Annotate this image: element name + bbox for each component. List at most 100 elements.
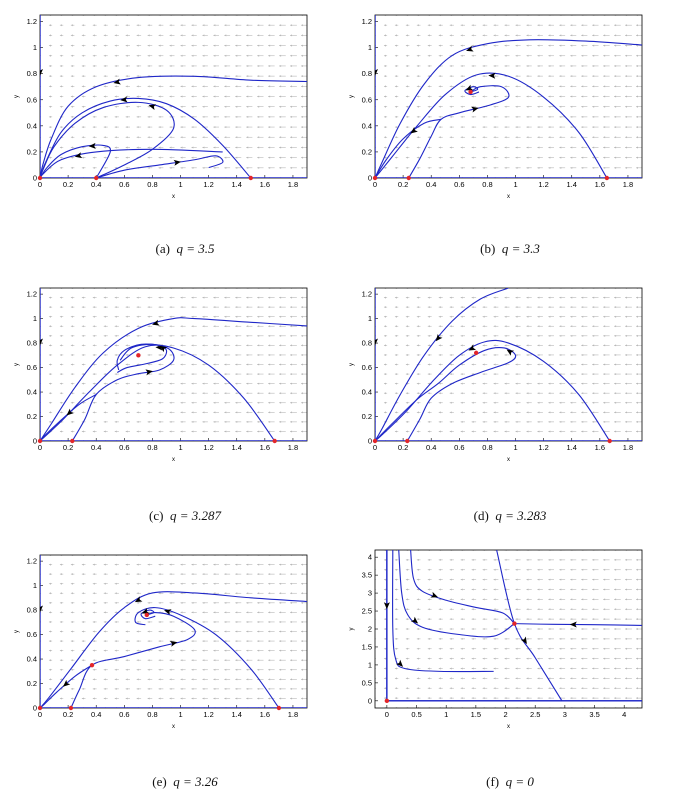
field-arrowhead: [493, 667, 496, 670]
field-arrowhead: [592, 95, 595, 98]
field-arrowhead: [158, 373, 161, 376]
y-axis-label: y: [349, 363, 355, 366]
field-arrowhead: [114, 95, 117, 98]
field-arrowhead: [394, 34, 397, 37]
field-arrowhead: [482, 667, 485, 670]
field-arrowhead: [625, 315, 628, 318]
field-arrowhead: [246, 95, 249, 98]
field-arrowhead: [416, 105, 419, 108]
x-tick-label: 1.6: [595, 180, 605, 189]
field-arrowhead: [103, 64, 106, 67]
field-arrowhead: [394, 296, 397, 299]
field-arrowhead: [427, 353, 430, 356]
field-arrowhead: [493, 420, 496, 423]
field-arrowhead: [471, 667, 474, 670]
field-arrowhead: [268, 325, 271, 328]
field-arrowhead: [191, 382, 194, 385]
field-arrowhead: [224, 630, 227, 633]
field-arrowhead: [147, 640, 150, 643]
field-arrowhead: [246, 392, 249, 395]
field-arrowhead: [180, 363, 183, 366]
field-arrowhead: [405, 146, 408, 149]
field-arrowhead: [48, 659, 51, 662]
field-arrowhead: [59, 325, 62, 328]
field-arrowhead: [114, 315, 117, 318]
y-tick-label: 0.4: [362, 121, 372, 130]
field-arrowhead: [268, 54, 271, 57]
field-arrowhead: [279, 630, 282, 633]
field-arrowhead: [526, 353, 529, 356]
y-tick-label: 0.8: [27, 606, 37, 615]
field-arrowhead: [136, 325, 139, 328]
field-arrowhead: [493, 296, 496, 299]
field-arrowhead: [235, 325, 238, 328]
field-arrowhead: [235, 649, 238, 652]
field-arrowhead: [614, 54, 617, 57]
field-arrowhead: [114, 353, 117, 356]
field-arrowhead: [449, 44, 452, 47]
field-arrowhead: [114, 620, 117, 623]
y-axis-flow-arrowhead: [40, 605, 43, 613]
field-arrowhead: [59, 75, 62, 78]
field-arrowhead: [581, 44, 584, 47]
field-arrowhead: [504, 608, 507, 611]
vector-field: [375, 15, 642, 178]
field-arrowhead: [603, 334, 606, 337]
trajectory-traj2: [40, 97, 252, 178]
field-arrowhead: [581, 401, 584, 404]
field-arrowhead: [246, 573, 249, 576]
field-arrowhead: [158, 306, 161, 309]
field-arrowhead: [213, 697, 216, 700]
field-arrowhead: [290, 24, 293, 27]
field-arrowhead: [471, 637, 474, 640]
field-arrowhead: [394, 44, 397, 47]
field-arrowhead: [81, 640, 84, 643]
field-arrowhead: [383, 411, 386, 414]
field-arrowhead: [246, 611, 249, 614]
field-arrowhead: [158, 630, 161, 633]
field-arrowhead: [158, 411, 161, 414]
field-arrowhead: [70, 392, 73, 395]
field-arrowhead: [614, 85, 617, 88]
field-arrowhead: [526, 136, 529, 139]
field-arrowhead: [136, 44, 139, 47]
field-arrowhead: [482, 156, 485, 159]
field-arrowhead: [537, 411, 540, 414]
field-arrowhead: [169, 592, 172, 595]
field-arrowhead: [257, 34, 260, 37]
trajectory-traj2: [375, 72, 608, 178]
y-tick-label: 1.2: [362, 17, 372, 26]
field-arrowhead: [548, 411, 551, 414]
field-arrowhead: [48, 75, 51, 78]
field-arrowhead: [125, 620, 128, 623]
field-arrowhead: [493, 677, 496, 680]
field-arrowhead: [493, 373, 496, 376]
field-arrowhead: [169, 430, 172, 433]
field-arrowhead: [493, 392, 496, 395]
field-arrowhead: [235, 126, 238, 129]
field-arrowhead: [202, 697, 205, 700]
field-arrowhead: [257, 325, 260, 328]
field-arrowhead: [301, 640, 303, 643]
field-arrowhead: [235, 156, 238, 159]
field-arrowhead: [548, 401, 551, 404]
field-arrowhead: [427, 315, 430, 318]
field-arrowhead: [136, 296, 139, 299]
field-arrowhead: [559, 344, 562, 347]
field-arrowhead: [257, 136, 260, 139]
field-arrowhead: [493, 306, 496, 309]
field-arrowhead: [268, 601, 271, 604]
field-arrowhead: [625, 306, 628, 309]
field-arrowhead: [460, 647, 463, 650]
field-arrowhead: [570, 344, 573, 347]
field-arrowhead: [427, 392, 430, 395]
field-arrowhead: [70, 136, 73, 139]
field-arrowhead: [59, 382, 62, 385]
field-arrowhead: [114, 146, 117, 149]
field-arrowhead: [59, 353, 62, 356]
field-arrowhead: [169, 334, 172, 337]
x-tick-label: 1: [513, 180, 517, 189]
field-arrowhead: [169, 115, 172, 118]
field-arrowhead: [559, 95, 562, 98]
field-arrowhead: [246, 315, 249, 318]
